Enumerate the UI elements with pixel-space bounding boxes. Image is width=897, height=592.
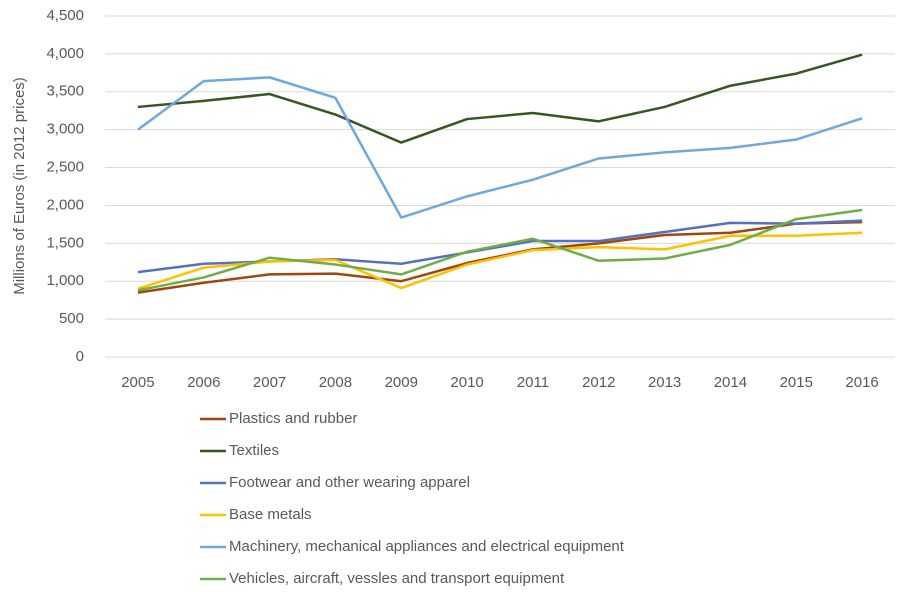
y-tick-label: 1,500: [46, 234, 84, 251]
y-tick-label: 4,500: [46, 7, 84, 24]
x-tick-label: 2015: [780, 374, 813, 391]
y-tick-label: 4,000: [46, 45, 84, 62]
x-tick-label: 2007: [253, 374, 286, 391]
legend-label: Plastics and rubber: [229, 410, 357, 427]
y-tick-label: 500: [59, 310, 84, 327]
x-tick-label: 2011: [517, 374, 549, 391]
legend-label: Textiles: [229, 442, 279, 459]
x-tick-label: 2013: [648, 374, 681, 391]
y-tick-label: 3,500: [46, 83, 84, 100]
x-tick-label: 2016: [845, 374, 878, 391]
series-line: [137, 76, 863, 219]
x-tick-label: 2005: [121, 374, 154, 391]
x-tick-label: 2008: [319, 374, 352, 391]
legend-label: Base metals: [229, 506, 312, 523]
legend-label: Machinery, mechanical appliances and ele…: [229, 538, 625, 555]
x-tick-label: 2012: [582, 374, 615, 391]
x-tick-label: 2006: [187, 374, 220, 391]
x-tick-label: 2014: [714, 374, 747, 391]
x-tick-label: 2009: [385, 374, 418, 391]
series-line: [137, 53, 863, 144]
y-tick-label: 1,000: [46, 272, 84, 289]
legend-label: Footwear and other wearing apparel: [229, 474, 470, 491]
y-tick-label: 3,000: [46, 121, 84, 138]
series-line: [137, 231, 863, 290]
x-tick-label: 2010: [450, 374, 483, 391]
y-tick-label: 2,000: [46, 196, 84, 213]
y-axis-label: Millions of Euros (in 2012 prices): [11, 77, 28, 295]
y-tick-label: 2,500: [46, 159, 84, 176]
legend-label: Vehicles, aircraft, vessles and transpor…: [229, 570, 565, 587]
y-tick-label: 0: [76, 348, 84, 365]
series-line: [137, 208, 863, 292]
